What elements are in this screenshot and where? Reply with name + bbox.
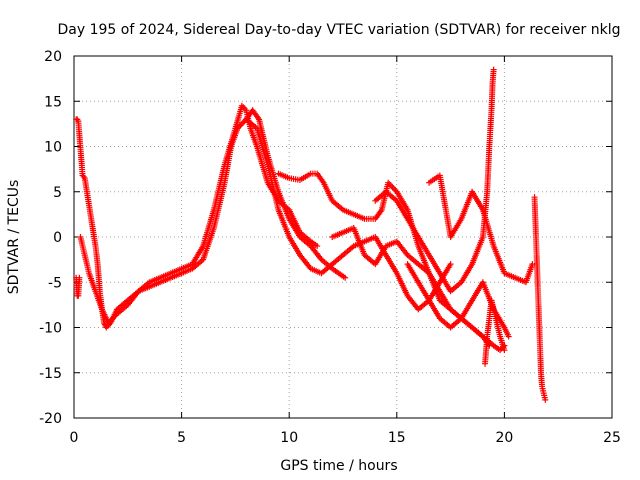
series-trace-g	[426, 172, 536, 286]
data-point	[80, 173, 87, 180]
y-tick-label: -10	[39, 321, 62, 337]
data-point	[529, 261, 536, 268]
y-tick-label: -5	[48, 275, 62, 291]
data-point	[505, 333, 512, 340]
y-tick-label: 5	[53, 185, 62, 201]
x-tick-label: 15	[388, 430, 406, 446]
series-trace-h	[404, 261, 512, 340]
series-trace-j	[531, 194, 549, 403]
x-tick-label: 10	[280, 430, 298, 446]
y-axis-label: SDTVAR / TECUs	[6, 180, 22, 295]
x-tick-label: 0	[70, 430, 79, 446]
data-point	[76, 274, 83, 281]
x-tick-label: 20	[495, 430, 513, 446]
data-point	[501, 347, 508, 354]
y-tick-label: -20	[39, 411, 62, 427]
x-tick-label: 25	[603, 430, 621, 446]
tick-layer: 0 5 10 15 20 25 20 15 10 5 0 -5 -10 -15 -20	[39, 49, 621, 446]
series-trace-k	[482, 297, 508, 367]
data-point	[342, 274, 349, 281]
x-tick-label: 5	[177, 430, 186, 446]
series-trace-c	[243, 116, 454, 313]
chart-title: Day 195 of 2024, Sidereal Day-to-day VTE…	[58, 22, 621, 38]
y-tick-label: 0	[53, 230, 62, 246]
data-point	[490, 66, 497, 73]
y-tick-label: 15	[44, 94, 62, 110]
data-point	[314, 243, 321, 250]
y-tick-label: 10	[44, 140, 62, 156]
data-points	[73, 66, 549, 403]
x-axis-label: GPS time / hours	[280, 458, 397, 474]
y-tick-label: 20	[44, 49, 62, 65]
data-point	[542, 396, 549, 403]
series-trace-i	[73, 274, 83, 299]
y-tick-label: -15	[39, 366, 62, 382]
grid-layer	[74, 56, 612, 418]
data-point	[447, 261, 454, 268]
